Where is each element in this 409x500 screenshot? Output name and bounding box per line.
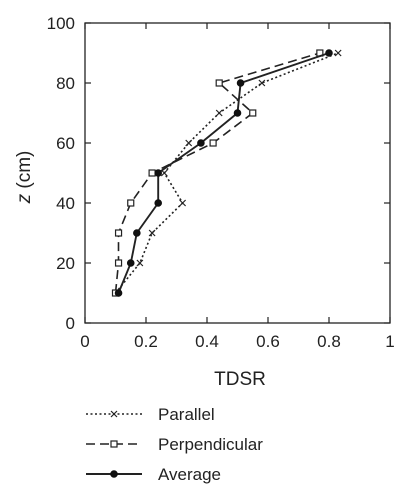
data-point-parallel: [258, 79, 266, 87]
data-point-perpendicular: [127, 199, 135, 207]
x-tick-label: 0.8: [317, 332, 341, 351]
series-perpendicular: [111, 49, 324, 297]
data-point-perpendicular: [148, 169, 156, 177]
y-axis-title: z (cm): [14, 151, 35, 205]
series-average: [114, 49, 333, 297]
marker-stroke: [110, 410, 118, 418]
x-axis-title: TDSR: [214, 369, 266, 390]
y-tick-label: 20: [56, 254, 75, 273]
data-point-average: [233, 109, 242, 117]
data-point-perpendicular: [215, 79, 223, 87]
data-point-perpendicular: [114, 259, 123, 267]
data-point-parallel: [179, 199, 187, 207]
legend-label: Perpendicular: [158, 435, 263, 454]
data-point-average: [325, 49, 333, 57]
data-point-perpendicular: [209, 139, 217, 147]
data-point-parallel: [334, 49, 342, 57]
series-line-perpendicular: [114, 52, 321, 294]
y-axis-title-unit: (cm): [14, 151, 35, 194]
x-tick-label: 0.4: [195, 332, 219, 351]
y-tick-label: 60: [56, 134, 75, 153]
data-point-average: [154, 169, 162, 177]
y-tick-label: 0: [66, 314, 75, 333]
x-tick-label: 0.6: [256, 332, 280, 351]
data-point-average: [126, 259, 135, 267]
x-tick-label: 1: [385, 332, 394, 351]
y-tick-label: 100: [47, 14, 75, 33]
legend-label: Average: [158, 465, 221, 484]
marker-stroke: [136, 259, 144, 267]
y-tick-label: 40: [56, 194, 75, 213]
legend-item-average: Average: [86, 465, 221, 484]
legend-swatch-marker: [110, 410, 118, 418]
data-point-parallel: [148, 229, 156, 237]
data-point-parallel: [185, 139, 193, 147]
marker-stroke: [179, 199, 187, 207]
data-point-average: [133, 229, 141, 237]
y-tick-label: 80: [56, 74, 75, 93]
plot-frame: [84, 22, 391, 324]
data-point-parallel: [136, 259, 144, 267]
series-parallel: [112, 49, 342, 297]
data-point-perpendicular: [114, 229, 123, 237]
data-point-average: [197, 139, 205, 147]
x-tick-label: 0.2: [134, 332, 158, 351]
y-axis-title-variable: z: [14, 193, 35, 204]
marker-stroke: [160, 169, 168, 177]
data-point-average: [114, 289, 123, 297]
legend-label: Parallel: [158, 405, 215, 424]
data-point-average: [236, 79, 245, 87]
legend-item-parallel: Parallel: [86, 405, 215, 424]
data-point-parallel: [215, 109, 223, 117]
legend-swatch-marker: [110, 470, 118, 478]
marker-stroke: [258, 79, 266, 87]
marker-stroke: [185, 139, 193, 147]
x-tick-label: 0: [80, 332, 89, 351]
data-point-average: [154, 199, 162, 207]
data-point-perpendicular: [249, 109, 257, 117]
legend-swatch-marker: [110, 440, 118, 448]
marker-stroke: [215, 109, 223, 117]
legend: Parallel Perpendicular Average: [86, 405, 263, 484]
marker-stroke: [148, 229, 156, 237]
legend-item-perpendicular: Perpendicular: [86, 435, 263, 454]
marker-stroke: [334, 49, 342, 57]
